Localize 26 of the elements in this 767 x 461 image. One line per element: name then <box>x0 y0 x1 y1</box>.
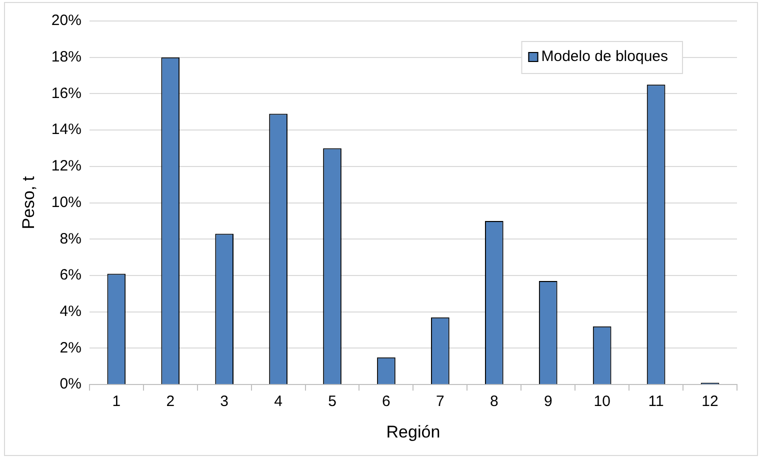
x-tick-label: 7 <box>436 393 444 410</box>
x-tick-label: 5 <box>328 393 336 410</box>
x-tick-label: 1 <box>112 393 121 410</box>
y-tick-label: 6% <box>60 266 82 284</box>
y-tick-label: 10% <box>51 194 82 211</box>
x-tick-label: 12 <box>702 393 718 410</box>
y-tick-label: 12% <box>51 158 82 175</box>
y-tick-label: 4% <box>60 303 82 320</box>
x-tick-label: 2 <box>166 393 175 410</box>
x-tick-label: 11 <box>648 393 664 410</box>
y-tick-label: 18% <box>51 48 82 66</box>
x-tick-label: 10 <box>594 393 610 410</box>
x-tick-label: 4 <box>274 393 282 410</box>
x-tick-label: 6 <box>382 393 390 410</box>
x-tick-label: 9 <box>544 393 552 410</box>
y-tick-label: 14% <box>51 121 82 138</box>
y-tick-label: 2% <box>60 339 82 356</box>
y-tick-label: 16% <box>51 84 82 102</box>
y-tick-label: 20% <box>51 12 82 30</box>
y-tick-label: 8% <box>60 230 82 248</box>
x-axis-title: Región <box>386 422 440 442</box>
legend-label: Modelo de bloques <box>541 48 668 66</box>
y-axis-title: Peso, t <box>18 176 38 230</box>
x-tick-label: 3 <box>220 393 229 410</box>
y-tick-label: 0% <box>60 376 82 393</box>
x-tick-label: 8 <box>490 393 498 410</box>
